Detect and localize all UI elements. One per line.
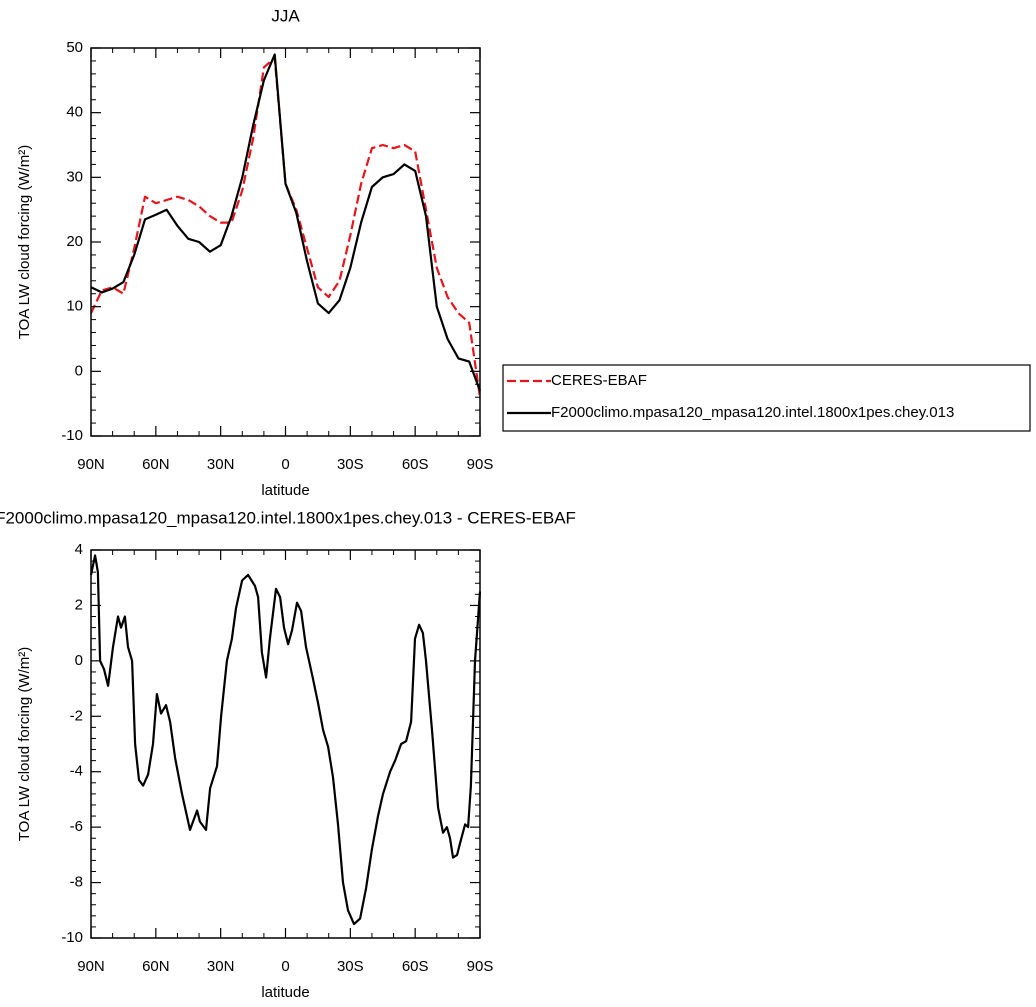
y-tick-label: 2 (75, 596, 83, 613)
x-tick-label: 30S (337, 958, 364, 975)
x-tick-label: 60S (402, 456, 429, 473)
x-tick-label: 60N (142, 958, 170, 975)
x-tick-label: 90S (467, 456, 494, 473)
x-axis-label: latitude (261, 984, 309, 1001)
x-tick-label: 60S (402, 958, 429, 975)
plot-frame (90, 549, 481, 939)
x-tick-label: 0 (281, 958, 289, 975)
y-tick-label: 4 (75, 541, 83, 558)
y-tick-label: -8 (70, 874, 83, 891)
y-axis-label: TOA LW cloud forcing (W/m²) (16, 145, 33, 339)
x-tick-label: 0 (281, 456, 289, 473)
x-tick-label: 30N (207, 958, 235, 975)
plot-frame (90, 47, 481, 437)
y-tick-label: 10 (66, 298, 83, 315)
y-tick-label: 30 (66, 168, 83, 185)
legend-label: F2000climo.mpasa120_mpasa120.intel.1800x… (551, 404, 954, 421)
chart-title: JJA (271, 6, 300, 25)
y-axis-label: TOA LW cloud forcing (W/m²) (16, 647, 33, 841)
legend-label: CERES-EBAF (551, 372, 647, 389)
y-tick-label: -10 (61, 929, 83, 946)
y-tick-label: 50 (66, 39, 83, 56)
x-tick-label: 30N (207, 456, 235, 473)
y-tick-label: 40 (66, 104, 83, 121)
x-tick-label: 90S (467, 958, 494, 975)
data-line (90, 56, 482, 398)
data-line (89, 554, 482, 926)
x-tick-label: 30S (337, 456, 364, 473)
x-tick-label: 90N (77, 456, 105, 473)
x-tick-label: 90N (77, 958, 105, 975)
y-tick-label: 0 (75, 362, 83, 379)
y-tick-label: 20 (66, 233, 83, 250)
data-line (90, 53, 482, 392)
y-tick-label: 0 (75, 652, 83, 669)
legend-box (502, 364, 1031, 432)
y-tick-label: -6 (70, 818, 83, 835)
y-tick-label: -10 (61, 427, 83, 444)
y-tick-label: -4 (70, 763, 83, 780)
y-tick-label: -2 (70, 707, 83, 724)
chart-title: F2000climo.mpasa120_mpasa120.intel.1800x… (0, 508, 576, 527)
x-tick-label: 60N (142, 456, 170, 473)
x-axis-label: latitude (261, 482, 309, 499)
